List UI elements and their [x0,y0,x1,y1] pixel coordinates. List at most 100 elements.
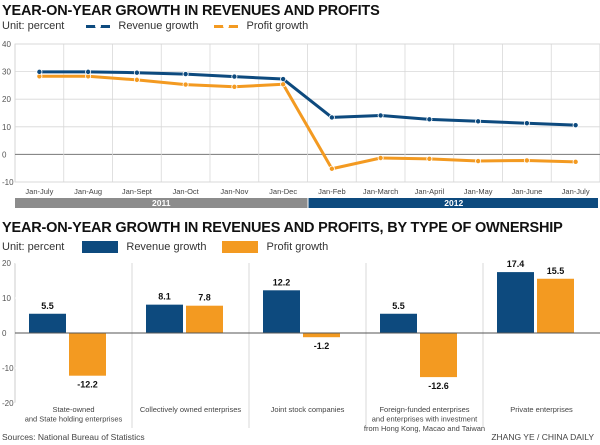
y-tick-label: 0 [2,150,7,159]
x-tick-label: Jan-May [464,187,493,196]
revenue-data-point [280,76,287,83]
profit-bar [186,305,223,333]
revenue-growth-line [39,70,576,127]
top-chart-title: YEAR-ON-YEAR GROWTH IN REVENUES AND PROF… [2,3,380,19]
profit-data-point [475,158,482,165]
revenue-data-point [85,68,92,75]
revenue-bar [146,304,183,333]
x-tick-label: Jan-Feb [318,187,346,196]
revenue-data-point [426,116,433,123]
profit-data-point [133,76,140,83]
revenue-data-point [36,68,43,75]
x-tick-label: Jan-Nov [220,187,248,196]
revenue-line-swatch [86,23,111,29]
profit-line-swatch [214,23,239,29]
revenue-data-point [133,69,140,76]
bottom-legend: Unit: percent Revenue growth Profit grow… [2,241,344,253]
profit-bar [303,333,340,338]
category-label: and State holding enterprises [25,415,123,424]
profit-growth-line [39,74,576,171]
category-label: Collectively owned enterprises [140,405,242,414]
y-tick-label: 20 [2,95,11,104]
bar-value-label: -12.2 [77,380,98,390]
revenue-data-point [523,120,530,127]
profit-data-point [182,81,189,88]
category-label: Private enterprises [510,405,573,414]
top-unit-label: Unit: percent [2,20,65,32]
legend-item-profit: Profit growth [214,20,308,32]
revenue-bar [497,272,534,333]
legend-label: Revenue growth [118,20,199,32]
y-tick-label: 20 [2,259,11,268]
profit-data-point [328,165,335,172]
x-tick-label: Jan-April [415,187,445,196]
bar-value-label: -12.6 [428,381,449,391]
category-label: State-owned [52,405,94,414]
profit-data-point [231,83,238,90]
y-tick-label: -20 [2,399,14,408]
credit-note: ZHANG YE / CHINA DAILY [491,432,594,442]
category-label: from Hong Kong, Macao and Taiwan [364,424,485,433]
revenue-data-point [475,118,482,125]
profit-box-swatch [222,241,259,253]
bar-value-label: 15.5 [547,266,565,276]
line-chart: 40 30 20 10 0 -10 Jan-July Jan-Aug Jan-Sept Jan-O… [2,40,600,208]
bar-value-label: 17.4 [507,259,525,269]
y-tick-label: -10 [2,178,14,187]
y-tick-label: 30 [2,68,11,77]
y-tick-label: 10 [2,294,11,303]
legend-item-revenue: Revenue growth [86,20,198,32]
profit-bar [69,333,106,376]
legend-label: Profit growth [246,20,309,32]
category-label: Foreign-funded enterprises [379,405,469,414]
bottom-unit-label: Unit: percent [2,241,65,253]
revenue-bar [263,290,300,333]
y-tick-label: 0 [2,329,7,338]
revenue-data-point [572,122,579,129]
top-legend: Unit: percent Revenue growth Profit grow… [2,20,324,32]
x-tick-label: Jan-Dec [269,187,297,196]
profit-data-point [523,157,530,164]
bar-value-label: -1.2 [314,341,330,351]
x-tick-label: Jan-Oct [172,187,199,196]
profit-bar [420,333,457,378]
profit-data-point [572,158,579,165]
category-label: and enterprises with investment [372,415,478,424]
legend-label: Profit growth [266,241,329,253]
revenue-data-point [328,114,335,121]
source-note: Sources: National Bureau of Statistics [2,432,145,442]
legend-label: Revenue growth [126,241,207,253]
year-band-2011 [15,198,308,208]
y-tick-label: 40 [2,40,11,49]
x-tick-label: Jan-July [562,187,590,196]
bar-value-label: 12.2 [273,277,291,287]
revenue-data-point [182,71,189,78]
revenue-box-swatch [82,241,119,253]
legend-item-revenue: Revenue growth [82,241,206,253]
bar-value-label: 8.1 [158,292,171,302]
profit-data-point [377,154,384,161]
y-tick-label: -10 [2,364,14,373]
y-tick-label: 10 [2,123,11,132]
bar-value-label: 5.5 [41,301,54,311]
x-tick-label: Jan-March [363,187,398,196]
year-band-2012 [308,198,598,208]
legend-item-profit: Profit growth [222,241,328,253]
bottom-chart-title: YEAR-ON-YEAR GROWTH IN REVENUES AND PROF… [2,220,563,236]
revenue-bar [380,313,417,333]
profit-data-point [426,155,433,162]
x-tick-label: Jan-July [25,187,53,196]
profit-data-point [280,81,287,88]
year-label-2012: 2012 [444,198,463,208]
revenue-data-point [377,112,384,119]
x-tick-label: Jan-Sept [122,187,153,196]
revenue-bar [29,313,66,333]
category-label: Joint stock companies [271,405,345,414]
x-tick-label: Jan-Aug [74,187,102,196]
bar-value-label: 5.5 [392,301,405,311]
bar-value-label: 7.8 [198,293,211,303]
year-label-2011: 2011 [152,198,171,208]
revenue-data-point [231,73,238,80]
profit-bar [537,278,574,333]
x-tick-label: Jan-June [511,187,542,196]
